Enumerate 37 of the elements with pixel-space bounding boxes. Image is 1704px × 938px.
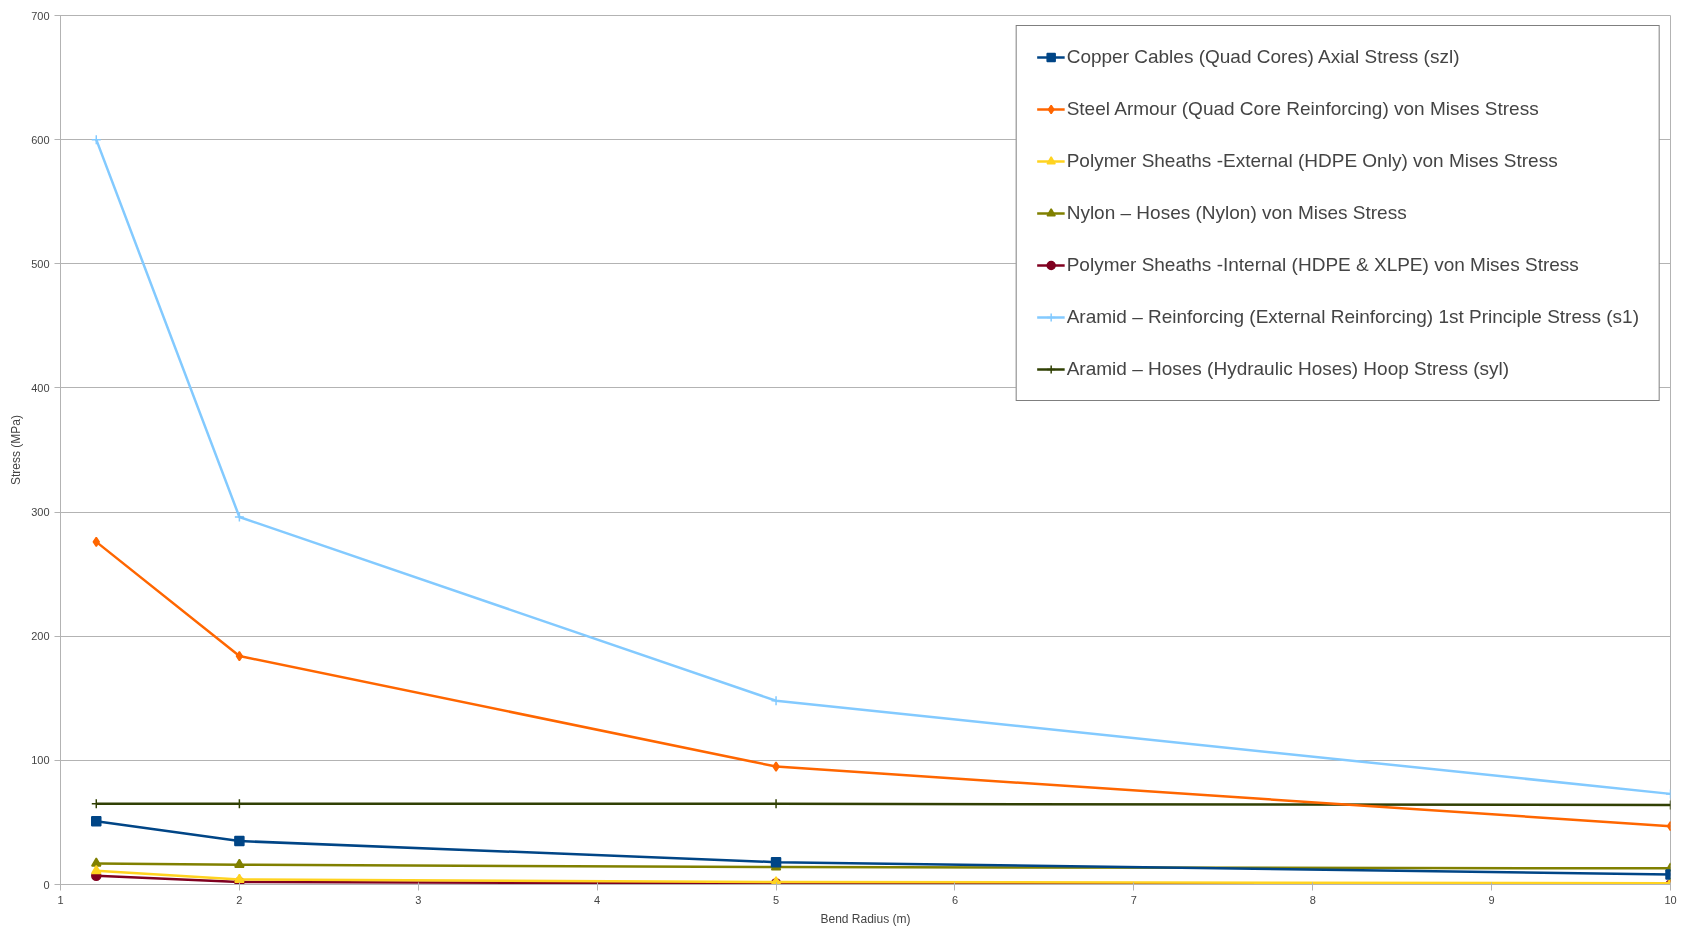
point [770,856,782,868]
x-tick-label: 7 [1130,893,1137,906]
y-tick-label: 500 [31,257,50,270]
point [772,761,780,772]
y-tick-label: 200 [31,630,50,643]
legend-label: Steel Armour (Quad Core Reinforcing) von Mises Stress [1066,98,1539,120]
point [235,650,244,662]
y-axis-title: Stress (MPa) [9,414,24,485]
y-tick-label: 100 [31,754,50,767]
x-tick-label: 5 [773,893,780,906]
legend-label: Polymer Sheaths -Internal (HDPE & XLPE) von Mises Stress [1066,254,1579,276]
x-tick-label: 2 [236,893,243,906]
point [234,835,245,847]
legend-label: Aramid – Reinforcing (External Reinforcing) 1st Principle Stress (s1) [1066,306,1639,328]
legend-label: Aramid – Hoses (Hydraulic Hoses) Hoop Stress (syl) [1066,358,1510,380]
x-tick-label: 4 [594,893,601,906]
y-tick-label: 0 [43,878,50,891]
legend-label: Copper Cables (Quad Cores) Axial Stress (szl) [1066,46,1460,68]
x-tick-label: 3 [415,893,422,906]
legend-label: Nylon – Hoses (Nylon) von Mises Stress [1066,202,1407,224]
point [91,857,102,867]
y-tick-label: 300 [31,506,50,519]
point [91,815,102,827]
point [91,864,102,875]
point [92,536,101,548]
y-tick-label: 400 [31,381,50,394]
y-tick-label: 700 [31,9,50,22]
point [234,511,245,523]
x-tick-label: 10 [1664,893,1677,906]
point [234,858,245,868]
x-axis-title: Bend Radius (m) [820,911,911,926]
y-tick-label: 600 [31,133,50,146]
x-tick-label: 6 [951,893,959,906]
x-tick-label: 9 [1488,893,1495,906]
x-tick-label: 1 [57,893,64,906]
x-tick-label: 8 [1309,893,1316,906]
legend-label: Polymer Sheaths -External (HDPE Only) von Mises Stress [1066,150,1558,172]
